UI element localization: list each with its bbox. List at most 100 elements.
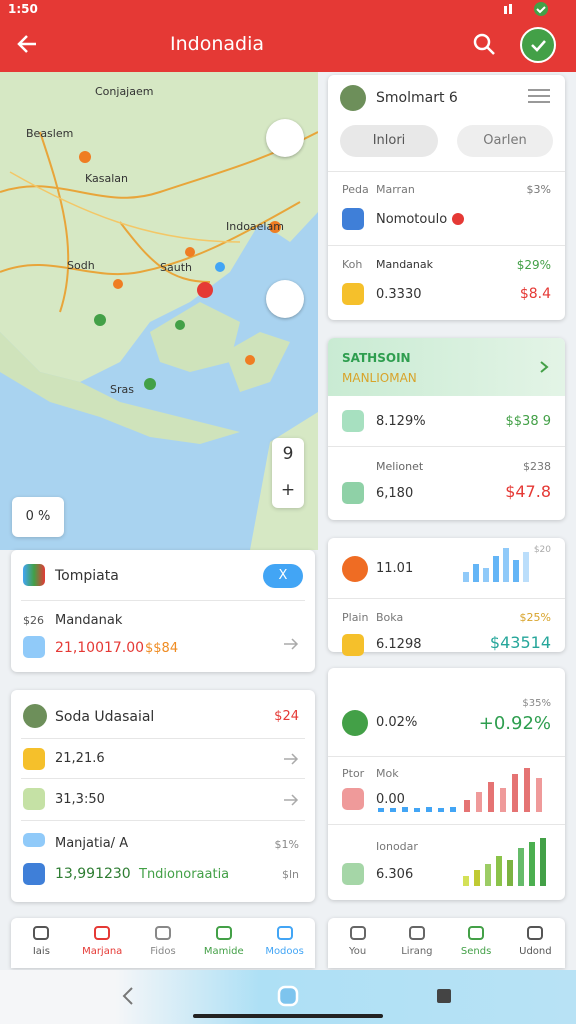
bottom-nav: You Lirang Sends Udond xyxy=(328,918,565,968)
recents-key[interactable] xyxy=(434,986,454,1006)
decoration xyxy=(225,332,290,392)
map[interactable] xyxy=(0,72,318,550)
arrow xyxy=(284,794,299,806)
row-value: $25% xyxy=(519,611,551,624)
back-button[interactable] xyxy=(14,30,42,58)
decoration xyxy=(493,556,499,582)
mini-chart xyxy=(463,838,553,886)
row-name: Mandanak xyxy=(55,613,123,628)
avatar xyxy=(23,704,47,728)
decoration xyxy=(277,985,299,1007)
decoration xyxy=(79,151,91,163)
row-label: Plain xyxy=(342,611,369,624)
tompiata-card[interactable]: Tompiata X $26 Mandanak 21,10017.00 $$84 xyxy=(11,550,315,672)
decoration xyxy=(402,807,408,812)
decoration xyxy=(17,35,36,53)
decoration xyxy=(518,848,524,886)
nav-item[interactable]: Udond xyxy=(519,946,552,957)
decoration xyxy=(534,2,548,16)
zoom-bottom: + xyxy=(280,480,296,500)
stats-card: 11.01 $20 Plain Boka $25% 6.1298 $43514 xyxy=(328,538,565,656)
decoration xyxy=(378,808,384,812)
row-name[interactable]: 31,3:50 xyxy=(55,792,105,807)
home-indicator xyxy=(193,1014,383,1018)
profile-button[interactable] xyxy=(520,27,556,63)
decoration xyxy=(473,33,491,51)
zoom-control[interactable]: 9 + xyxy=(272,438,304,508)
decoration xyxy=(414,808,420,812)
decoration xyxy=(113,279,123,289)
row-name: Manjatia/ A xyxy=(55,836,129,851)
decoration xyxy=(473,564,479,582)
decoration xyxy=(536,778,542,812)
map-label: Beaslem xyxy=(26,127,74,140)
decoration xyxy=(215,262,225,272)
nav-item[interactable]: Fidos xyxy=(150,946,176,957)
row-label: $26 xyxy=(23,614,44,627)
divider xyxy=(328,598,565,599)
decoration xyxy=(485,864,491,886)
row-icon xyxy=(342,710,368,736)
decoration xyxy=(488,782,494,812)
nav-item[interactable]: Iais xyxy=(32,946,50,957)
button[interactable]: Oarlen xyxy=(457,125,553,157)
nav-icon xyxy=(527,926,544,940)
nav-item[interactable]: Modoos xyxy=(265,946,304,957)
decoration xyxy=(463,572,469,582)
row-name: Nomotoulo xyxy=(376,212,448,227)
row-name: Ionodar xyxy=(376,840,418,853)
button[interactable]: Inlori xyxy=(340,125,438,157)
back-key[interactable] xyxy=(118,985,138,1007)
row-name: Mandanak xyxy=(376,258,434,271)
divider xyxy=(328,171,565,172)
decoration xyxy=(9,171,241,243)
nav-icon xyxy=(94,926,111,940)
decoration xyxy=(524,768,530,812)
nav-item[interactable]: Sends xyxy=(460,946,492,957)
menu-icon[interactable] xyxy=(528,89,550,91)
nav-item[interactable]: Lirang xyxy=(401,946,433,957)
row-value: $238 xyxy=(523,460,551,473)
card-title: Soda Udasaial xyxy=(55,709,155,725)
decoration xyxy=(512,774,518,812)
decoration xyxy=(529,842,535,886)
map-control[interactable] xyxy=(266,119,304,157)
mini-chart xyxy=(463,546,543,582)
card-title: SATHSOIN xyxy=(342,351,411,365)
decoration xyxy=(450,807,456,812)
nav-item[interactable]: You xyxy=(349,946,367,957)
row-value: $47.8 xyxy=(505,482,551,501)
pill-button[interactable]: X xyxy=(263,564,303,588)
divider xyxy=(21,600,305,601)
percent-text: 0 % xyxy=(25,509,51,524)
decoration xyxy=(520,27,556,63)
percent-button[interactable]: 0 % xyxy=(12,497,64,537)
map-label: Sras xyxy=(110,383,134,396)
card-title: Tompiata xyxy=(55,568,119,584)
nav-icon xyxy=(215,926,232,940)
map-label: Kasalan xyxy=(85,172,129,185)
season-card[interactable]: SATHSOIN MANLIOMAN 8.129% $$38 9 Melione… xyxy=(328,338,565,520)
map-label: Sodh xyxy=(67,259,95,272)
search-button[interactable] xyxy=(470,30,498,58)
decoration xyxy=(463,876,469,886)
soda-card: Soda Udasaial $24 21,21.6 31,3:50 Manjat… xyxy=(11,690,315,902)
nav-item[interactable]: Marjana xyxy=(82,946,123,957)
row-name: 6.306 xyxy=(376,867,414,882)
nav-item[interactable]: Mamide xyxy=(203,946,244,957)
decoration xyxy=(513,560,519,582)
row-name: 6,180 xyxy=(376,486,414,501)
divider xyxy=(21,820,305,821)
row-icon xyxy=(23,863,45,885)
row-value: $1% xyxy=(274,838,299,851)
map-control[interactable] xyxy=(266,280,304,318)
row-icon xyxy=(23,788,45,810)
decoration xyxy=(197,282,213,298)
row-name[interactable]: 21,21.6 xyxy=(55,751,105,766)
row-name: 6.1298 xyxy=(376,637,422,652)
row-name: 11.01 xyxy=(376,561,414,576)
divider xyxy=(328,756,565,757)
row-label: Ptor xyxy=(342,767,365,780)
row-name: 8.129% xyxy=(376,414,426,429)
home-key[interactable] xyxy=(276,984,300,1008)
